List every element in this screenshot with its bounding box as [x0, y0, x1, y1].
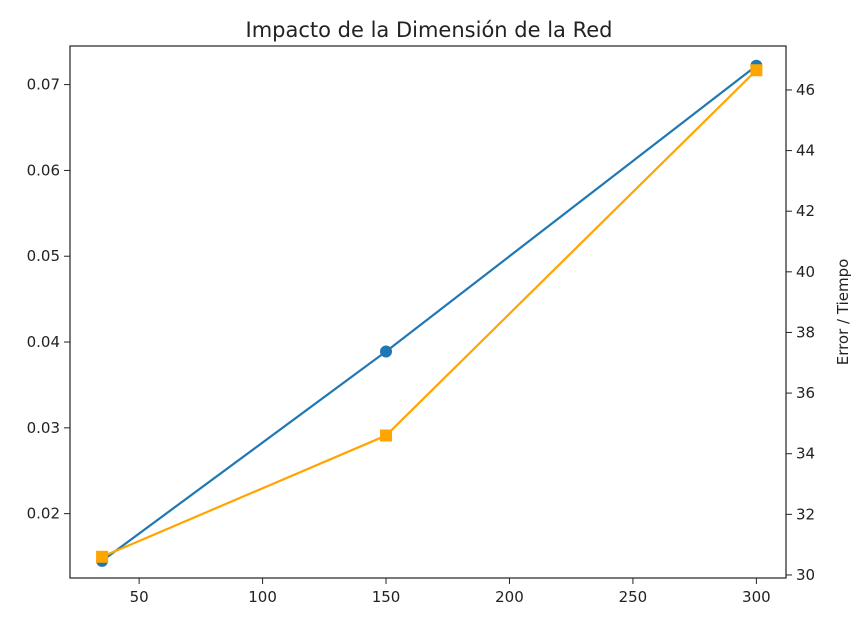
- y-right-tick-label: 40: [796, 263, 815, 281]
- plot-area-frame: [69, 45, 787, 579]
- series-2-point: [750, 64, 763, 77]
- y-right-tick-label: 38: [796, 323, 815, 341]
- y-left-tick-label: 0.02: [27, 505, 60, 523]
- series-1-point: [380, 345, 393, 358]
- series-1-line: [101, 64, 758, 562]
- y-left-tick-label: 0.03: [27, 419, 60, 437]
- chart-title: Impacto de la Dimensión de la Red: [246, 18, 613, 42]
- y-left-tick-label: 0.06: [27, 161, 60, 179]
- right-y-axis-label: Error / Tiempo: [834, 259, 852, 366]
- x-tick-label: 100: [248, 588, 277, 606]
- x-tick-label: 50: [130, 588, 149, 606]
- x-tick-label: 250: [619, 588, 648, 606]
- y-axis-left: 0.02 0.03 0.04 0.05 0.06 0.07: [27, 76, 70, 523]
- y-right-tick-label: 30: [796, 566, 815, 584]
- y-right-tick-label: 34: [796, 445, 815, 463]
- y-right-tick-label: 46: [796, 81, 815, 99]
- series-2-line: [101, 69, 758, 558]
- y-right-tick-label: 36: [796, 384, 815, 402]
- x-axis: 50 100 150 200 250 300: [130, 578, 771, 606]
- y-axis-right: 30 32 34 36 38 40 42 44 46: [786, 81, 815, 584]
- series-2-point: [380, 429, 393, 442]
- series-layer: [96, 59, 763, 567]
- y-left-tick-label: 0.07: [27, 76, 60, 94]
- y-left-tick-label: 0.04: [27, 333, 60, 351]
- y-right-tick-label: 32: [796, 505, 815, 523]
- series-2-point: [96, 550, 109, 563]
- x-tick-label: 300: [742, 588, 771, 606]
- y-right-tick-label: 42: [796, 202, 815, 220]
- y-right-tick-label: 44: [796, 142, 815, 160]
- y-left-tick-label: 0.05: [27, 247, 60, 265]
- x-tick-label: 150: [372, 588, 401, 606]
- x-tick-label: 200: [495, 588, 524, 606]
